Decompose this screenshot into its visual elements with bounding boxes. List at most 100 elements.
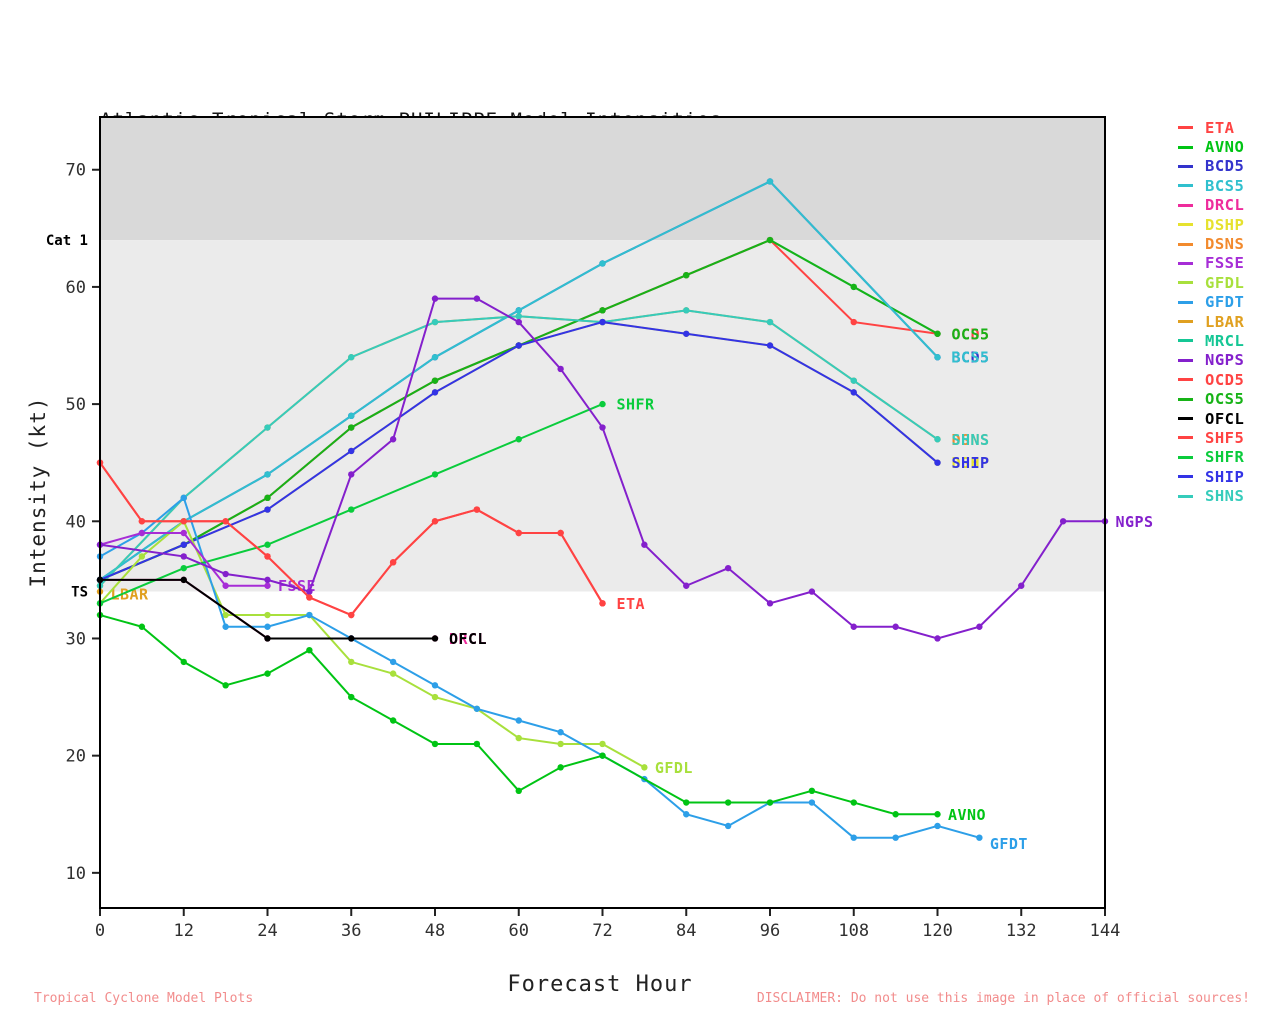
data-point-GFDT bbox=[264, 623, 271, 630]
data-point-NGPS bbox=[766, 600, 774, 607]
x-tick-label: 48 bbox=[425, 921, 445, 941]
data-point-SHIP bbox=[431, 389, 439, 396]
legend-item-GFDL: GFDL bbox=[1178, 273, 1244, 292]
data-point-OFCL bbox=[348, 635, 355, 642]
data-point-AVNO bbox=[766, 799, 774, 806]
series-BCS5: BCS5 bbox=[96, 178, 989, 584]
legend-swatch-SHFR bbox=[1178, 455, 1193, 459]
legend-label-NGPS: NGPS bbox=[1205, 351, 1245, 370]
data-point-SHIP bbox=[180, 541, 187, 548]
series-label-DSHP: DSHP bbox=[951, 454, 989, 472]
legend-item-SHF5: SHF5 bbox=[1178, 428, 1244, 447]
data-point-OCS5 bbox=[934, 330, 941, 337]
data-point-GFDT bbox=[724, 822, 732, 830]
x-tick-label: 120 bbox=[922, 921, 953, 941]
data-point-SHIP bbox=[766, 342, 774, 349]
data-point-OCS5 bbox=[348, 424, 355, 431]
series-label-DRCL: DRCL bbox=[449, 630, 487, 648]
data-point-NGPS bbox=[724, 564, 732, 572]
legend-swatch-NGPS bbox=[1178, 358, 1193, 362]
data-point-SHIP bbox=[264, 506, 271, 513]
data-point-AVNO bbox=[473, 740, 481, 748]
data-point-FSSE bbox=[138, 529, 146, 537]
legend-label-AVNO: AVNO bbox=[1205, 138, 1245, 157]
series-label-BCD5: BCD5 bbox=[951, 349, 989, 367]
data-point-SHNS bbox=[766, 318, 774, 326]
legend-swatch-FSSE bbox=[1178, 261, 1193, 265]
legend-item-OCS5: OCS5 bbox=[1178, 389, 1244, 408]
legend-item-NGPS: NGPS bbox=[1178, 351, 1244, 370]
data-point-NGPS bbox=[389, 436, 397, 443]
data-point-ETA bbox=[473, 506, 481, 513]
data-point-SHIP bbox=[934, 459, 941, 466]
data-point-BCS5 bbox=[431, 354, 439, 361]
data-point-AVNO bbox=[222, 682, 229, 689]
data-point-AVNO bbox=[724, 799, 732, 806]
legend-swatch-DSHP bbox=[1178, 223, 1193, 227]
series-label-DSNS: DSNS bbox=[951, 431, 989, 449]
data-point-GFDT bbox=[850, 834, 857, 841]
series-ETA: ETA bbox=[96, 459, 645, 619]
legend-item-OCD5: OCD5 bbox=[1178, 370, 1244, 389]
data-point-AVNO bbox=[808, 787, 816, 795]
legend-swatch-GFDT bbox=[1178, 300, 1193, 304]
legend-item-BCS5: BCS5 bbox=[1178, 176, 1244, 195]
data-point-NGPS bbox=[557, 365, 564, 373]
legend-label-ETA: ETA bbox=[1205, 118, 1235, 137]
legend-label-OFCL: OFCL bbox=[1205, 409, 1245, 428]
series-label-LBAR: LBAR bbox=[110, 585, 149, 603]
x-tick-label: 84 bbox=[676, 921, 696, 941]
data-point-BCS5 bbox=[264, 471, 271, 478]
data-point-GFDL bbox=[641, 764, 648, 771]
data-point-SHNS bbox=[431, 318, 439, 326]
series-GFDT: GFDT bbox=[96, 494, 1027, 853]
data-point-ETA bbox=[348, 611, 355, 619]
data-point-AVNO bbox=[389, 717, 397, 724]
legend-label-DSNS: DSNS bbox=[1205, 235, 1245, 254]
legend-item-DSHP: DSHP bbox=[1178, 215, 1244, 234]
legend-label-OCD5: OCD5 bbox=[1205, 370, 1245, 389]
legend-swatch-OCD5 bbox=[1178, 378, 1193, 382]
data-point-NGPS bbox=[1018, 582, 1025, 589]
data-point-GFDT bbox=[473, 705, 481, 712]
legend-label-DSHP: DSHP bbox=[1205, 215, 1245, 234]
data-point-BCS5 bbox=[348, 412, 355, 420]
x-tick-label: 0 bbox=[95, 921, 105, 941]
data-point-NGPS bbox=[892, 623, 899, 630]
legend-item-LBAR: LBAR bbox=[1178, 312, 1244, 331]
series-SHIP: SHIP bbox=[96, 318, 989, 584]
y-tick-label: 70 bbox=[66, 161, 86, 181]
data-point-GFDT bbox=[683, 811, 690, 818]
legend-swatch-MRCL bbox=[1178, 339, 1193, 343]
data-point-GFDT bbox=[180, 494, 187, 502]
y-tick-label: 60 bbox=[66, 278, 86, 298]
x-tick-label: 24 bbox=[257, 921, 277, 941]
legend-item-BCD5: BCD5 bbox=[1178, 157, 1244, 176]
data-point-SHFR bbox=[431, 471, 439, 478]
data-point-BCS5 bbox=[766, 178, 774, 185]
data-point-FSSE bbox=[264, 582, 271, 589]
data-point-AVNO bbox=[850, 799, 857, 806]
data-point-ETA bbox=[431, 518, 439, 525]
data-point-SHNS bbox=[348, 354, 355, 361]
series-label-SHFR: SHFR bbox=[616, 396, 655, 414]
data-point-SHNS bbox=[515, 313, 522, 320]
series-label-BCS5: BCS5 bbox=[951, 349, 989, 367]
data-point-ETA bbox=[599, 600, 606, 607]
data-point-SHNS bbox=[934, 436, 941, 443]
x-tick-label: 12 bbox=[174, 921, 194, 941]
data-point-NGPS bbox=[599, 424, 606, 431]
data-point-SHNS bbox=[850, 377, 857, 384]
data-point-GFDL bbox=[348, 658, 355, 666]
credits-line1: Tropical Cyclone Model Plots bbox=[34, 991, 254, 1006]
legend-item-DRCL: DRCL bbox=[1178, 196, 1244, 215]
legend-label-SHFR: SHFR bbox=[1205, 448, 1245, 467]
data-point-NGPS bbox=[222, 570, 229, 578]
disclaimer-text: DISCLAIMER: Do not use this image in pla… bbox=[645, 966, 1250, 1024]
series-line-AVNO bbox=[99, 614, 938, 816]
data-point-NGPS bbox=[264, 576, 271, 584]
legend-swatch-DRCL bbox=[1178, 203, 1193, 207]
series-OFCL: OFCL bbox=[96, 576, 487, 648]
legend-item-SHNS: SHNS bbox=[1178, 486, 1244, 505]
